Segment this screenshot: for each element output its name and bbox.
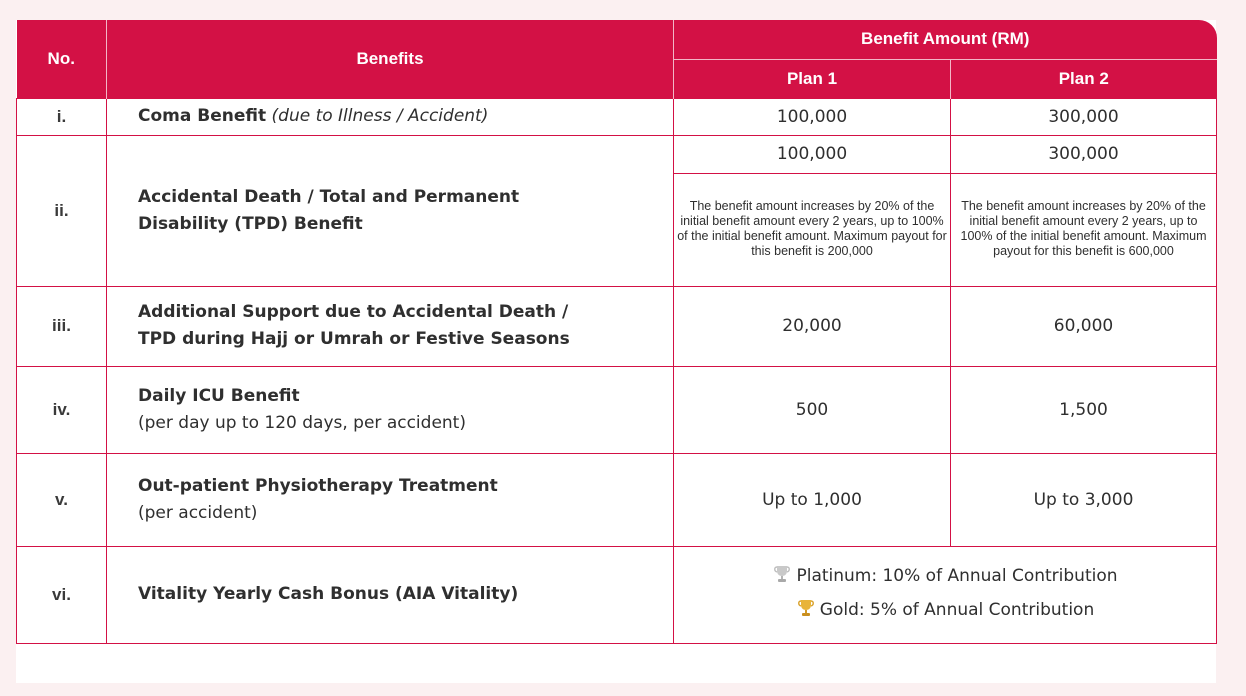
plan-2-amount: 1,500	[950, 365, 1217, 454]
row-number: iii.	[16, 285, 107, 367]
column-header-benefit-amount: Benefit Amount (RM)	[673, 20, 1217, 60]
plan-1-amount: 100,000	[673, 134, 951, 174]
benefit-name: Vitality Yearly Cash Bonus (AIA Vitality…	[106, 545, 674, 644]
column-header-no: No.	[16, 20, 107, 98]
benefit-title-line-1: Additional Support due to Accidental Dea…	[138, 302, 569, 322]
table-row: i. Coma Benefit (due to Illness / Accide…	[16, 97, 1217, 136]
column-header-plan-1: Plan 1	[673, 59, 951, 98]
plan-1-amount: 20,000	[673, 285, 951, 367]
benefit-note: (due to Illness / Accident)	[271, 106, 489, 126]
table-row: iii. Additional Support due to Accidenta…	[16, 285, 1217, 367]
plan-2-amount: 300,000	[950, 97, 1217, 136]
benefit-name: Daily ICU Benefit (per day up to 120 day…	[106, 365, 674, 454]
benefit-name: Out-patient Physiotherapy Treatment (per…	[106, 452, 674, 547]
benefits-table: No. Benefits Benefit Amount (RM) Plan 1 …	[16, 20, 1217, 644]
benefit-title: Vitality Yearly Cash Bonus (AIA Vitality…	[138, 584, 519, 604]
row-number: ii.	[16, 134, 107, 287]
plan-1-amount: 500	[673, 365, 951, 454]
benefit-name: Coma Benefit (due to Illness / Accident)	[106, 97, 674, 136]
trophy-icon	[796, 598, 816, 629]
benefit-title-line-2: TPD during Hajj or Umrah or Festive Seas…	[138, 329, 570, 349]
trophy-icon	[772, 564, 792, 595]
benefit-title-line-2: Disability (TPD) Benefit	[138, 213, 363, 234]
table-row: iv. Daily ICU Benefit (per day up to 120…	[16, 365, 1217, 454]
benefit-name: Additional Support due to Accidental Dea…	[106, 285, 674, 367]
vitality-platinum-line: Platinum: 10% of Annual Contribution	[674, 561, 1216, 595]
table-row: ii. Accidental Death / Total and Permane…	[16, 134, 1217, 287]
plan-2-amount: 300,000	[950, 134, 1217, 174]
plan-1-note: The benefit amount increases by 20% of t…	[673, 172, 951, 287]
vitality-gold-line: Gold: 5% of Annual Contribution	[674, 595, 1216, 629]
row-number: vi.	[16, 545, 107, 644]
column-header-plan-2: Plan 2	[950, 59, 1217, 98]
benefit-subtitle: (per day up to 120 days, per accident)	[138, 412, 466, 433]
table-row: The benefit amount increases by 20% of t…	[17, 172, 1217, 287]
benefits-card: No. Benefits Benefit Amount (RM) Plan 1 …	[16, 20, 1217, 683]
plan-2-note: The benefit amount increases by 20% of t…	[950, 172, 1217, 287]
row-number: i.	[16, 97, 107, 136]
row-number: v.	[16, 452, 107, 547]
benefit-title: Coma Benefit	[138, 106, 267, 126]
plan-1-amount: Up to 1,000	[673, 452, 951, 547]
vitality-gold-text: Gold: 5% of Annual Contribution	[819, 599, 1095, 620]
plan-2-amount: Up to 3,000	[950, 452, 1217, 547]
table-row: vi. Vitality Yearly Cash Bonus (AIA Vita…	[16, 545, 1217, 644]
benefit-title: Daily ICU Benefit	[138, 385, 300, 406]
benefit-title-line-1: Accidental Death / Total and Permanent	[138, 186, 520, 207]
row-number: iv.	[16, 365, 107, 454]
table-row: v. Out-patient Physiotherapy Treatment (…	[16, 452, 1217, 547]
benefit-subtitle: (per accident)	[138, 502, 258, 523]
column-header-benefits: Benefits	[106, 20, 674, 98]
plan-1-amount: 100,000	[673, 97, 951, 136]
vitality-bonus-cell: Platinum: 10% of Annual Contribution Gol…	[673, 545, 1217, 644]
vitality-platinum-text: Platinum: 10% of Annual Contribution	[796, 565, 1118, 586]
benefit-title: Out-patient Physiotherapy Treatment	[138, 475, 498, 496]
benefit-name: Accidental Death / Total and Permanent D…	[106, 134, 674, 287]
plan-2-amount: 60,000	[950, 285, 1217, 367]
